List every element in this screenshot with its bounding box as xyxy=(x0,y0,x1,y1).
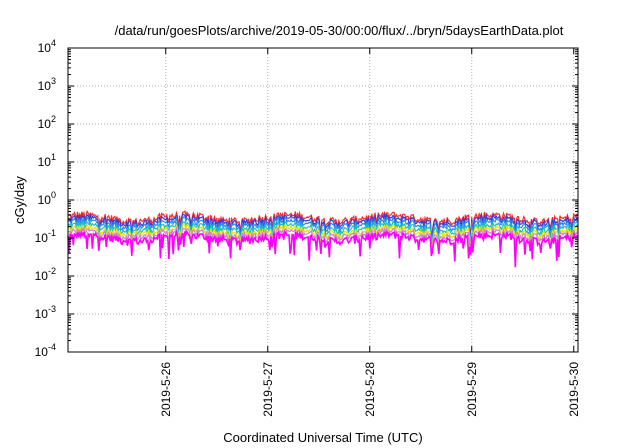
y-tick-label: 10-4 xyxy=(35,342,56,359)
x-tick-label: 2019-5-26 xyxy=(159,362,173,417)
series-line xyxy=(67,209,579,239)
y-tick-label: 104 xyxy=(38,38,56,55)
y-tick-label: 100 xyxy=(38,190,56,207)
y-tick-label: 10-2 xyxy=(35,266,56,283)
series-line xyxy=(67,229,579,268)
y-tick-label: 10-3 xyxy=(35,304,56,321)
x-tick-label: 2019-5-30 xyxy=(567,362,581,417)
series-line xyxy=(67,215,579,244)
y-tick-label: 101 xyxy=(38,152,56,169)
y-tick-label: 102 xyxy=(38,114,56,131)
y-tick-label: 103 xyxy=(38,76,56,93)
x-tick-label: 2019-5-27 xyxy=(261,362,275,417)
series-line xyxy=(67,219,579,249)
y-tick-label: 10-1 xyxy=(35,228,56,245)
y-axis: 10-4 10-3 10-2 10-1 100 101 102 103 104 xyxy=(35,38,578,359)
chart-title: /data/run/goesPlots/archive/2019-05-30/0… xyxy=(115,23,564,38)
grid-lines xyxy=(68,48,578,352)
series-line xyxy=(67,212,579,242)
series-group xyxy=(67,209,579,268)
x-tick-label: 2019-5-28 xyxy=(363,362,377,417)
y-axis-title: cGy/day xyxy=(12,176,27,224)
series-line xyxy=(67,222,579,253)
x-axis: 2019-5-26 2019-5-27 2019-5-28 2019-5-29 2019… xyxy=(159,48,581,417)
x-axis-title: Coordinated Universal Time (UTC) xyxy=(223,430,422,445)
x-tick-label: 2019-5-29 xyxy=(465,362,479,417)
